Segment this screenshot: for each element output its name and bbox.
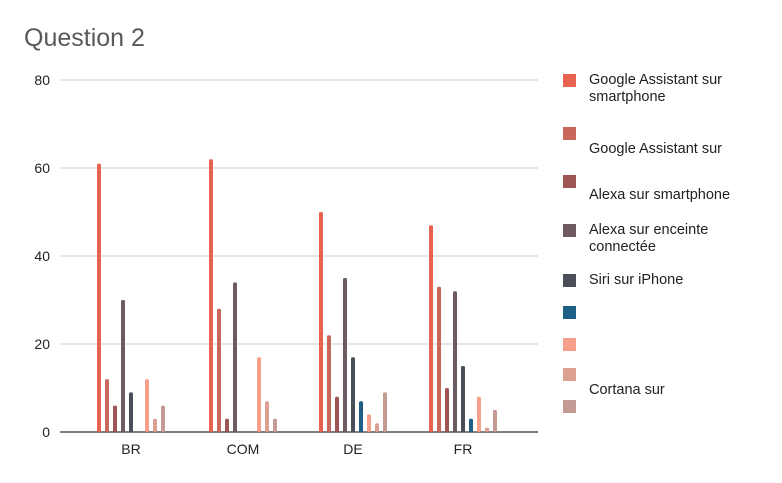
bar-de-series-8[interactable] — [375, 423, 379, 432]
bar-fr-series-1[interactable] — [429, 225, 433, 432]
bar-fr-series-7[interactable] — [477, 396, 481, 432]
legend-label: Alexa sur enceinte connectée — [589, 222, 709, 255]
bar-series — [97, 159, 497, 432]
y-tick-label: 60 — [34, 160, 50, 176]
bar-de-series-4[interactable] — [343, 278, 347, 432]
bar-fr-series-8[interactable] — [485, 427, 489, 432]
bar-fr-series-3[interactable] — [445, 388, 449, 432]
bar-br-series-3[interactable] — [113, 405, 117, 432]
x-tick-label: COM — [227, 441, 260, 457]
bar-de-series-2[interactable] — [327, 335, 331, 432]
bar-com-series-8[interactable] — [265, 401, 269, 432]
bar-fr-series-6[interactable] — [469, 418, 473, 432]
y-tick-label: 0 — [42, 424, 50, 440]
legend-label: Alexa sur smartphone — [589, 187, 731, 203]
bar-fr-series-9[interactable] — [493, 410, 497, 432]
x-tick-label: FR — [454, 441, 473, 457]
bar-de-series-6[interactable] — [359, 401, 363, 432]
bar-br-series-7[interactable] — [145, 379, 149, 432]
legend-label: Google Assistant sur smartphone — [589, 72, 722, 105]
bar-br-series-2[interactable] — [105, 379, 109, 432]
y-axis-ticks: 0 20 40 60 80 — [34, 72, 50, 440]
bar-fr-series-2[interactable] — [437, 286, 441, 432]
bar-br-series-4[interactable] — [121, 300, 125, 432]
y-tick-label: 40 — [34, 248, 50, 264]
bar-br-series-8[interactable] — [153, 418, 157, 432]
gridlines — [60, 79, 538, 433]
legend-swatch — [563, 175, 576, 188]
chart-title: Question 2 — [24, 24, 145, 52]
x-axis-ticks: BR COM DE FR — [121, 441, 472, 457]
bar-de-series-1[interactable] — [319, 212, 323, 432]
bar-de-series-5[interactable] — [351, 357, 355, 432]
bar-com-series-2[interactable] — [217, 308, 221, 432]
bar-fr-series-4[interactable] — [453, 291, 457, 432]
bar-com-series-7[interactable] — [257, 357, 261, 432]
bar-br-series-9[interactable] — [161, 405, 165, 432]
x-tick-label: BR — [121, 441, 140, 457]
x-tick-label: DE — [343, 441, 362, 457]
legend-swatch — [563, 400, 576, 413]
legend-label: Cortana sur — [589, 382, 665, 398]
bar-com-series-9[interactable] — [273, 418, 277, 432]
bar-de-series-3[interactable] — [335, 396, 339, 432]
bar-com-series-4[interactable] — [233, 282, 237, 432]
legend-swatch — [563, 338, 576, 351]
bar-br-series-1[interactable] — [97, 163, 101, 432]
legend-swatch — [563, 74, 576, 87]
legend-swatch — [563, 274, 576, 287]
bar-fr-series-5[interactable] — [461, 366, 465, 432]
bar-de-series-7[interactable] — [367, 414, 371, 432]
y-tick-label: 20 — [34, 336, 50, 352]
legend-label: Google Assistant sur — [589, 141, 722, 157]
bar-de-series-9[interactable] — [383, 392, 387, 432]
legend-label: Siri sur iPhone — [589, 272, 684, 288]
bar-com-series-1[interactable] — [209, 159, 213, 432]
legend-swatch — [563, 368, 576, 381]
legend-swatch — [563, 224, 576, 237]
legend-swatch — [563, 306, 576, 319]
legend-swatch — [563, 127, 576, 140]
y-tick-label: 80 — [34, 72, 50, 88]
bar-br-series-5[interactable] — [129, 392, 133, 432]
bar-com-series-3[interactable] — [225, 418, 229, 432]
